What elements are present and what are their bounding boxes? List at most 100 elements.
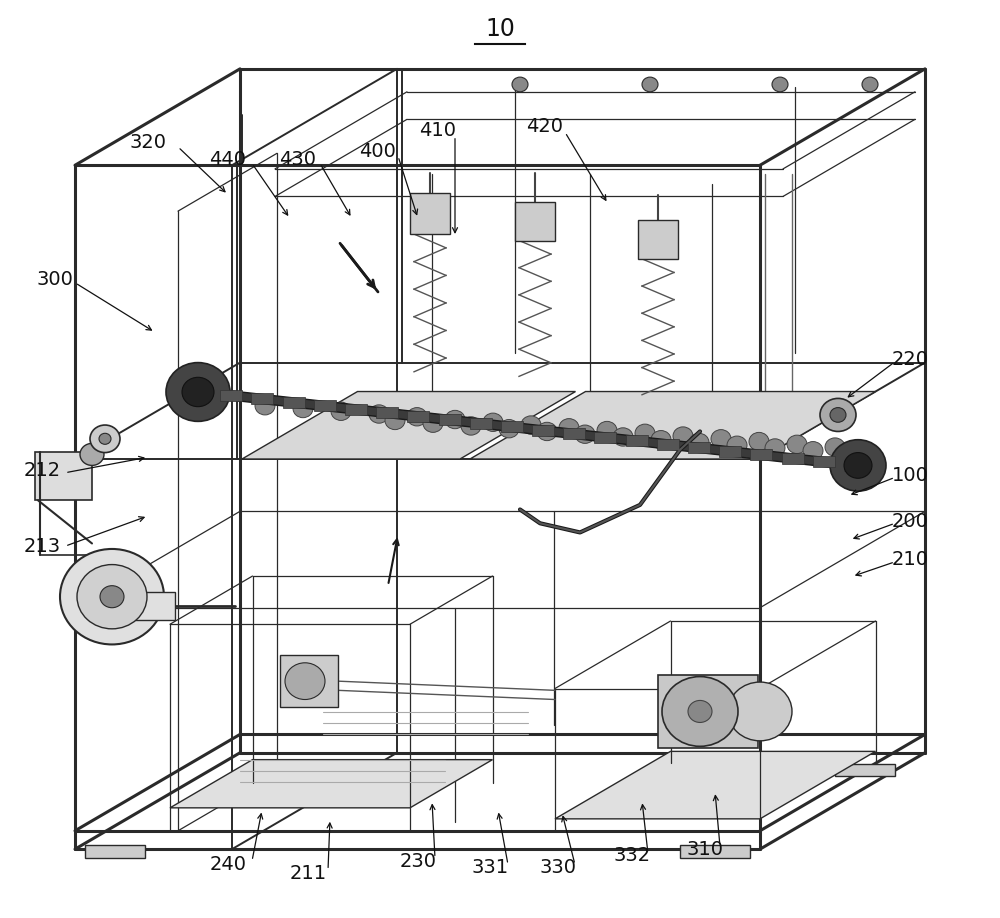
Circle shape (445, 410, 465, 429)
Circle shape (166, 363, 230, 421)
Circle shape (423, 414, 443, 432)
Polygon shape (750, 450, 772, 461)
Text: 320: 320 (130, 133, 166, 151)
Text: 410: 410 (420, 121, 456, 140)
Text: 331: 331 (471, 858, 509, 877)
Circle shape (521, 416, 541, 434)
Polygon shape (407, 411, 429, 422)
Text: 240: 240 (210, 856, 246, 874)
Circle shape (830, 408, 846, 422)
Polygon shape (439, 414, 461, 425)
Polygon shape (563, 429, 585, 440)
Circle shape (803, 442, 823, 460)
Circle shape (728, 682, 792, 741)
Text: 100: 100 (892, 466, 928, 485)
Polygon shape (170, 760, 492, 808)
Polygon shape (638, 220, 678, 259)
Polygon shape (189, 386, 211, 397)
Polygon shape (470, 418, 492, 429)
Text: 211: 211 (289, 865, 327, 883)
Circle shape (844, 453, 872, 478)
Text: 212: 212 (23, 462, 61, 480)
Text: 330: 330 (540, 858, 576, 877)
Polygon shape (135, 592, 175, 620)
Polygon shape (251, 394, 273, 405)
Circle shape (512, 77, 528, 92)
Circle shape (651, 431, 671, 449)
Polygon shape (680, 845, 750, 858)
Circle shape (182, 377, 214, 407)
Polygon shape (844, 460, 866, 471)
Circle shape (613, 428, 633, 446)
Circle shape (825, 438, 845, 456)
Polygon shape (835, 764, 895, 776)
Circle shape (537, 422, 557, 441)
Text: 230: 230 (400, 852, 436, 870)
Polygon shape (626, 435, 648, 446)
Circle shape (820, 398, 856, 431)
Circle shape (60, 549, 164, 644)
Circle shape (727, 436, 747, 454)
Polygon shape (719, 446, 741, 457)
Text: 430: 430 (280, 151, 316, 169)
Polygon shape (220, 390, 242, 401)
Circle shape (369, 405, 389, 423)
Polygon shape (658, 675, 758, 748)
Text: 332: 332 (613, 846, 651, 865)
Polygon shape (314, 400, 336, 411)
Circle shape (787, 435, 807, 453)
Circle shape (407, 408, 427, 426)
Circle shape (483, 413, 503, 431)
Polygon shape (688, 442, 710, 453)
Polygon shape (410, 193, 450, 234)
Text: 310: 310 (686, 840, 724, 858)
Circle shape (77, 565, 147, 629)
Polygon shape (532, 425, 554, 436)
Circle shape (293, 399, 313, 418)
Circle shape (635, 424, 655, 442)
Polygon shape (555, 751, 876, 819)
Text: 220: 220 (892, 351, 928, 369)
Circle shape (662, 677, 738, 746)
Circle shape (80, 443, 104, 465)
Text: 213: 213 (23, 537, 61, 555)
Polygon shape (85, 845, 145, 858)
Circle shape (461, 417, 481, 435)
Polygon shape (200, 387, 855, 470)
Circle shape (862, 77, 878, 92)
Text: 200: 200 (892, 512, 928, 531)
Text: 300: 300 (37, 271, 73, 289)
Polygon shape (280, 655, 338, 707)
Circle shape (749, 432, 769, 451)
Polygon shape (35, 452, 92, 500)
Circle shape (688, 700, 712, 722)
Circle shape (255, 397, 275, 415)
Circle shape (642, 77, 658, 92)
Circle shape (772, 77, 788, 92)
Polygon shape (813, 456, 835, 467)
Circle shape (499, 420, 519, 438)
Circle shape (673, 427, 693, 445)
Polygon shape (376, 408, 398, 419)
Polygon shape (501, 421, 523, 432)
Text: 400: 400 (360, 142, 396, 161)
Polygon shape (242, 391, 576, 459)
Text: 440: 440 (210, 151, 246, 169)
Circle shape (765, 439, 785, 457)
Circle shape (689, 433, 709, 452)
Circle shape (331, 402, 351, 420)
Circle shape (830, 440, 886, 491)
Text: 210: 210 (892, 551, 928, 569)
Polygon shape (594, 432, 616, 443)
Circle shape (100, 586, 124, 608)
Circle shape (575, 425, 595, 443)
Polygon shape (657, 439, 679, 450)
Circle shape (597, 421, 617, 440)
Circle shape (385, 411, 405, 430)
Circle shape (559, 419, 579, 437)
Polygon shape (515, 202, 555, 241)
Circle shape (99, 433, 111, 444)
Polygon shape (345, 404, 367, 415)
Circle shape (90, 425, 120, 453)
Polygon shape (782, 453, 804, 464)
